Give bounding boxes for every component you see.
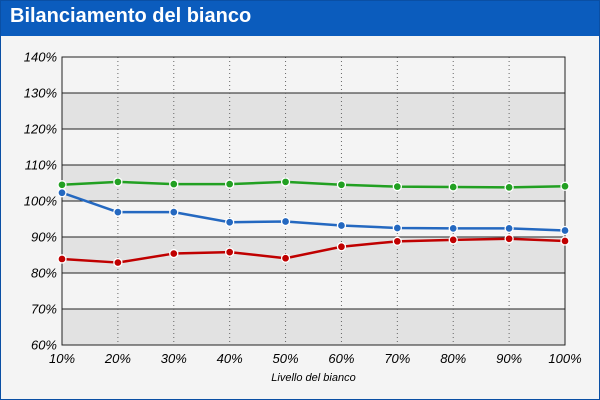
- x-tick-labels: 10% 20% 30% 40% 50% 60% 70% 80% 90% 100%: [49, 351, 582, 366]
- background-band: [62, 273, 565, 309]
- background-band: [62, 237, 565, 273]
- series-green-point: [560, 181, 570, 191]
- series-lines: [61, 180, 566, 264]
- background-band: [62, 129, 565, 165]
- y-tick-label: 90%: [31, 230, 57, 245]
- x-tick-label: 100%: [548, 351, 581, 366]
- series-red-point: [225, 247, 235, 257]
- series-red-point: [392, 236, 402, 246]
- x-tick-label: 70%: [384, 351, 410, 366]
- chart-title: Bilanciamento del bianco: [10, 5, 252, 27]
- series-blue-point: [392, 223, 402, 233]
- series-blue-point: [560, 225, 570, 236]
- series-points: [57, 177, 570, 268]
- series-blue-point: [225, 217, 235, 227]
- x-tick-label: 60%: [328, 351, 354, 366]
- series-green-point: [113, 177, 123, 187]
- background-bands: [62, 57, 565, 345]
- y-tick-label: 140%: [24, 50, 57, 65]
- x-tick-label: 30%: [161, 351, 187, 366]
- y-tick-labels: 60% 70% 80% 90% 100% 110% 120% 130% 140%: [24, 50, 57, 353]
- series-red-point: [448, 235, 458, 245]
- series-red-point: [504, 234, 514, 244]
- series-red-point: [113, 257, 123, 268]
- series-green-point: [448, 182, 458, 192]
- background-band: [62, 309, 565, 345]
- x-tick-label: 20%: [104, 351, 131, 366]
- y-tick-label: 80%: [31, 266, 57, 281]
- background-band: [62, 201, 565, 237]
- y-tick-label: 100%: [24, 194, 57, 209]
- x-tick-label: 40%: [217, 351, 243, 366]
- series-green-point: [280, 177, 291, 187]
- vertical-gridlines: [117, 57, 510, 345]
- y-tick-label: 60%: [31, 338, 57, 353]
- background-band: [62, 93, 565, 129]
- title-bar: Bilanciamento del bianco: [1, 1, 599, 36]
- x-axis-title: Livello del bianco: [271, 372, 355, 384]
- y-tick-label: 70%: [31, 302, 57, 317]
- series-green-point: [57, 180, 67, 190]
- series-blue-point: [504, 223, 514, 234]
- series-blue-point: [448, 223, 458, 234]
- series-blue-point: [280, 216, 291, 227]
- series-red-point: [280, 253, 291, 263]
- series-blue-point: [169, 207, 179, 217]
- series-red-point: [336, 242, 347, 252]
- x-tick-label: 10%: [49, 351, 75, 366]
- series-red-point: [169, 248, 179, 259]
- x-tick-label: 80%: [440, 351, 466, 366]
- series-green-line: [61, 180, 566, 189]
- y-tick-label: 110%: [25, 158, 57, 173]
- series-blue-point: [336, 220, 347, 231]
- series-green-point: [392, 181, 402, 192]
- series-red-point: [560, 236, 570, 246]
- y-tick-label: 120%: [24, 122, 57, 137]
- series-blue-line: [61, 191, 566, 232]
- series-red-point: [57, 254, 67, 264]
- series-blue-point: [113, 207, 123, 217]
- y-tick-label: 130%: [24, 86, 57, 101]
- series-green-point: [225, 179, 235, 189]
- series-red-line: [61, 237, 566, 264]
- x-tick-label: 90%: [496, 351, 522, 366]
- x-tick-label: 50%: [273, 351, 299, 366]
- plot-area-border: [61, 56, 566, 346]
- series-green-point: [169, 179, 179, 189]
- series-green-point: [336, 180, 347, 190]
- background-band: [62, 57, 565, 93]
- series-blue-point: [57, 188, 67, 198]
- series-green-point: [504, 182, 514, 192]
